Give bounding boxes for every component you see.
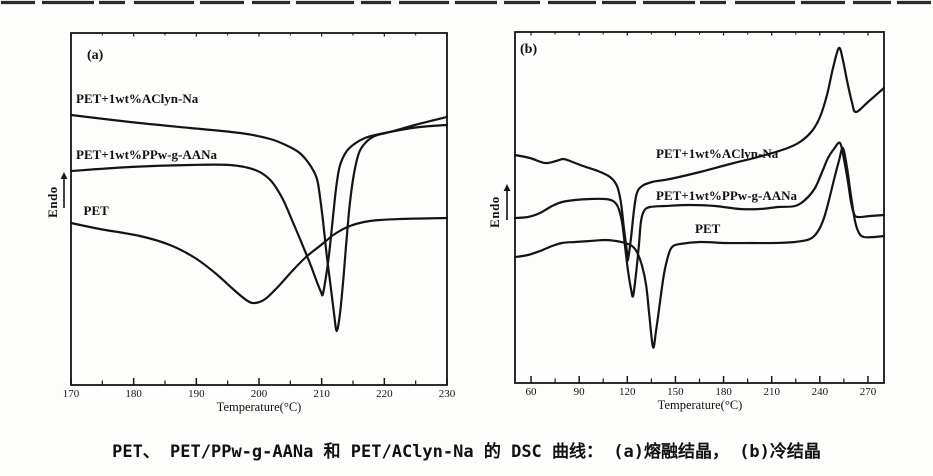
panel-b-x-tick-label: 210 bbox=[763, 386, 780, 398]
panel-a-curve-pet bbox=[70, 216, 448, 305]
panel-b-x-tick-label: 240 bbox=[812, 386, 829, 398]
panel-a-curve-label-pet: PET bbox=[83, 203, 109, 218]
panel-a-curve-label-pet-1wt-ppw-g-aana: PET+1wt%PPw-g-AANa bbox=[76, 147, 218, 162]
panel-b-x-tick-label: 270 bbox=[860, 386, 877, 398]
panel-a-x-tick-label: 220 bbox=[376, 388, 393, 400]
panel-b-endo-arrow-head bbox=[503, 184, 511, 191]
panel-a-endo-arrow-head bbox=[60, 172, 68, 179]
panel-b-x-tick-label: 180 bbox=[715, 386, 732, 398]
panel-a-axis-box bbox=[70, 32, 448, 386]
panel-a-curve-pet-1wt-aclyn-na bbox=[70, 113, 448, 333]
panel-a-curve-pet-1wt-ppw-g-aana bbox=[70, 123, 448, 297]
panel-b-curve-label-pet: PET bbox=[695, 221, 721, 236]
panel-b-curve-label-pet-1wt-aclyn-na: PET+1wt%AClyn-Na bbox=[656, 146, 779, 161]
panel-b-curve-pet-1wt-aclyn-na bbox=[514, 46, 885, 262]
panel-b-tag: (b) bbox=[520, 42, 538, 57]
panel-b-x-tick-label: 60 bbox=[526, 386, 538, 398]
panel-a-x-tick-label: 230 bbox=[439, 388, 456, 400]
panel-b-endo-label: Endo bbox=[487, 196, 502, 228]
panel-a-x-tick-label: 180 bbox=[125, 388, 142, 400]
figure-caption: PET、 PET/PPw-g-AANa 和 PET/AClyn-Na 的 DSC… bbox=[112, 442, 821, 462]
panel-a-x-tick-label: 210 bbox=[313, 388, 330, 400]
panel-a-x-tick-label: 190 bbox=[188, 388, 205, 400]
panel-a-endo-label: Endo bbox=[45, 186, 60, 218]
panel-b-curve-pet-1wt-ppw-g-aana bbox=[514, 141, 885, 298]
panel-a-curve-label-pet-1wt-aclyn-na: PET+1wt%AClyn-Na bbox=[76, 91, 199, 106]
panel-b-x-tick-label: 90 bbox=[574, 386, 586, 398]
panel-a-xaxis-label: Temperature(°C) bbox=[216, 400, 302, 414]
panel-b-curve-label-pet-1wt-ppw-g-aana: PET+1wt%PPw-g-AANa bbox=[656, 188, 798, 203]
panel-a-tag: (a) bbox=[87, 48, 104, 63]
panel-b-curve-pet bbox=[514, 146, 885, 349]
panel-a-x-tick-label: 170 bbox=[63, 388, 80, 400]
panel-b-xaxis-label: Temperature(°C) bbox=[657, 398, 743, 412]
panel-b-x-tick-label: 150 bbox=[667, 386, 684, 398]
panel-a-x-tick-label: 200 bbox=[251, 388, 268, 400]
panel-b-x-tick-label: 120 bbox=[619, 386, 636, 398]
